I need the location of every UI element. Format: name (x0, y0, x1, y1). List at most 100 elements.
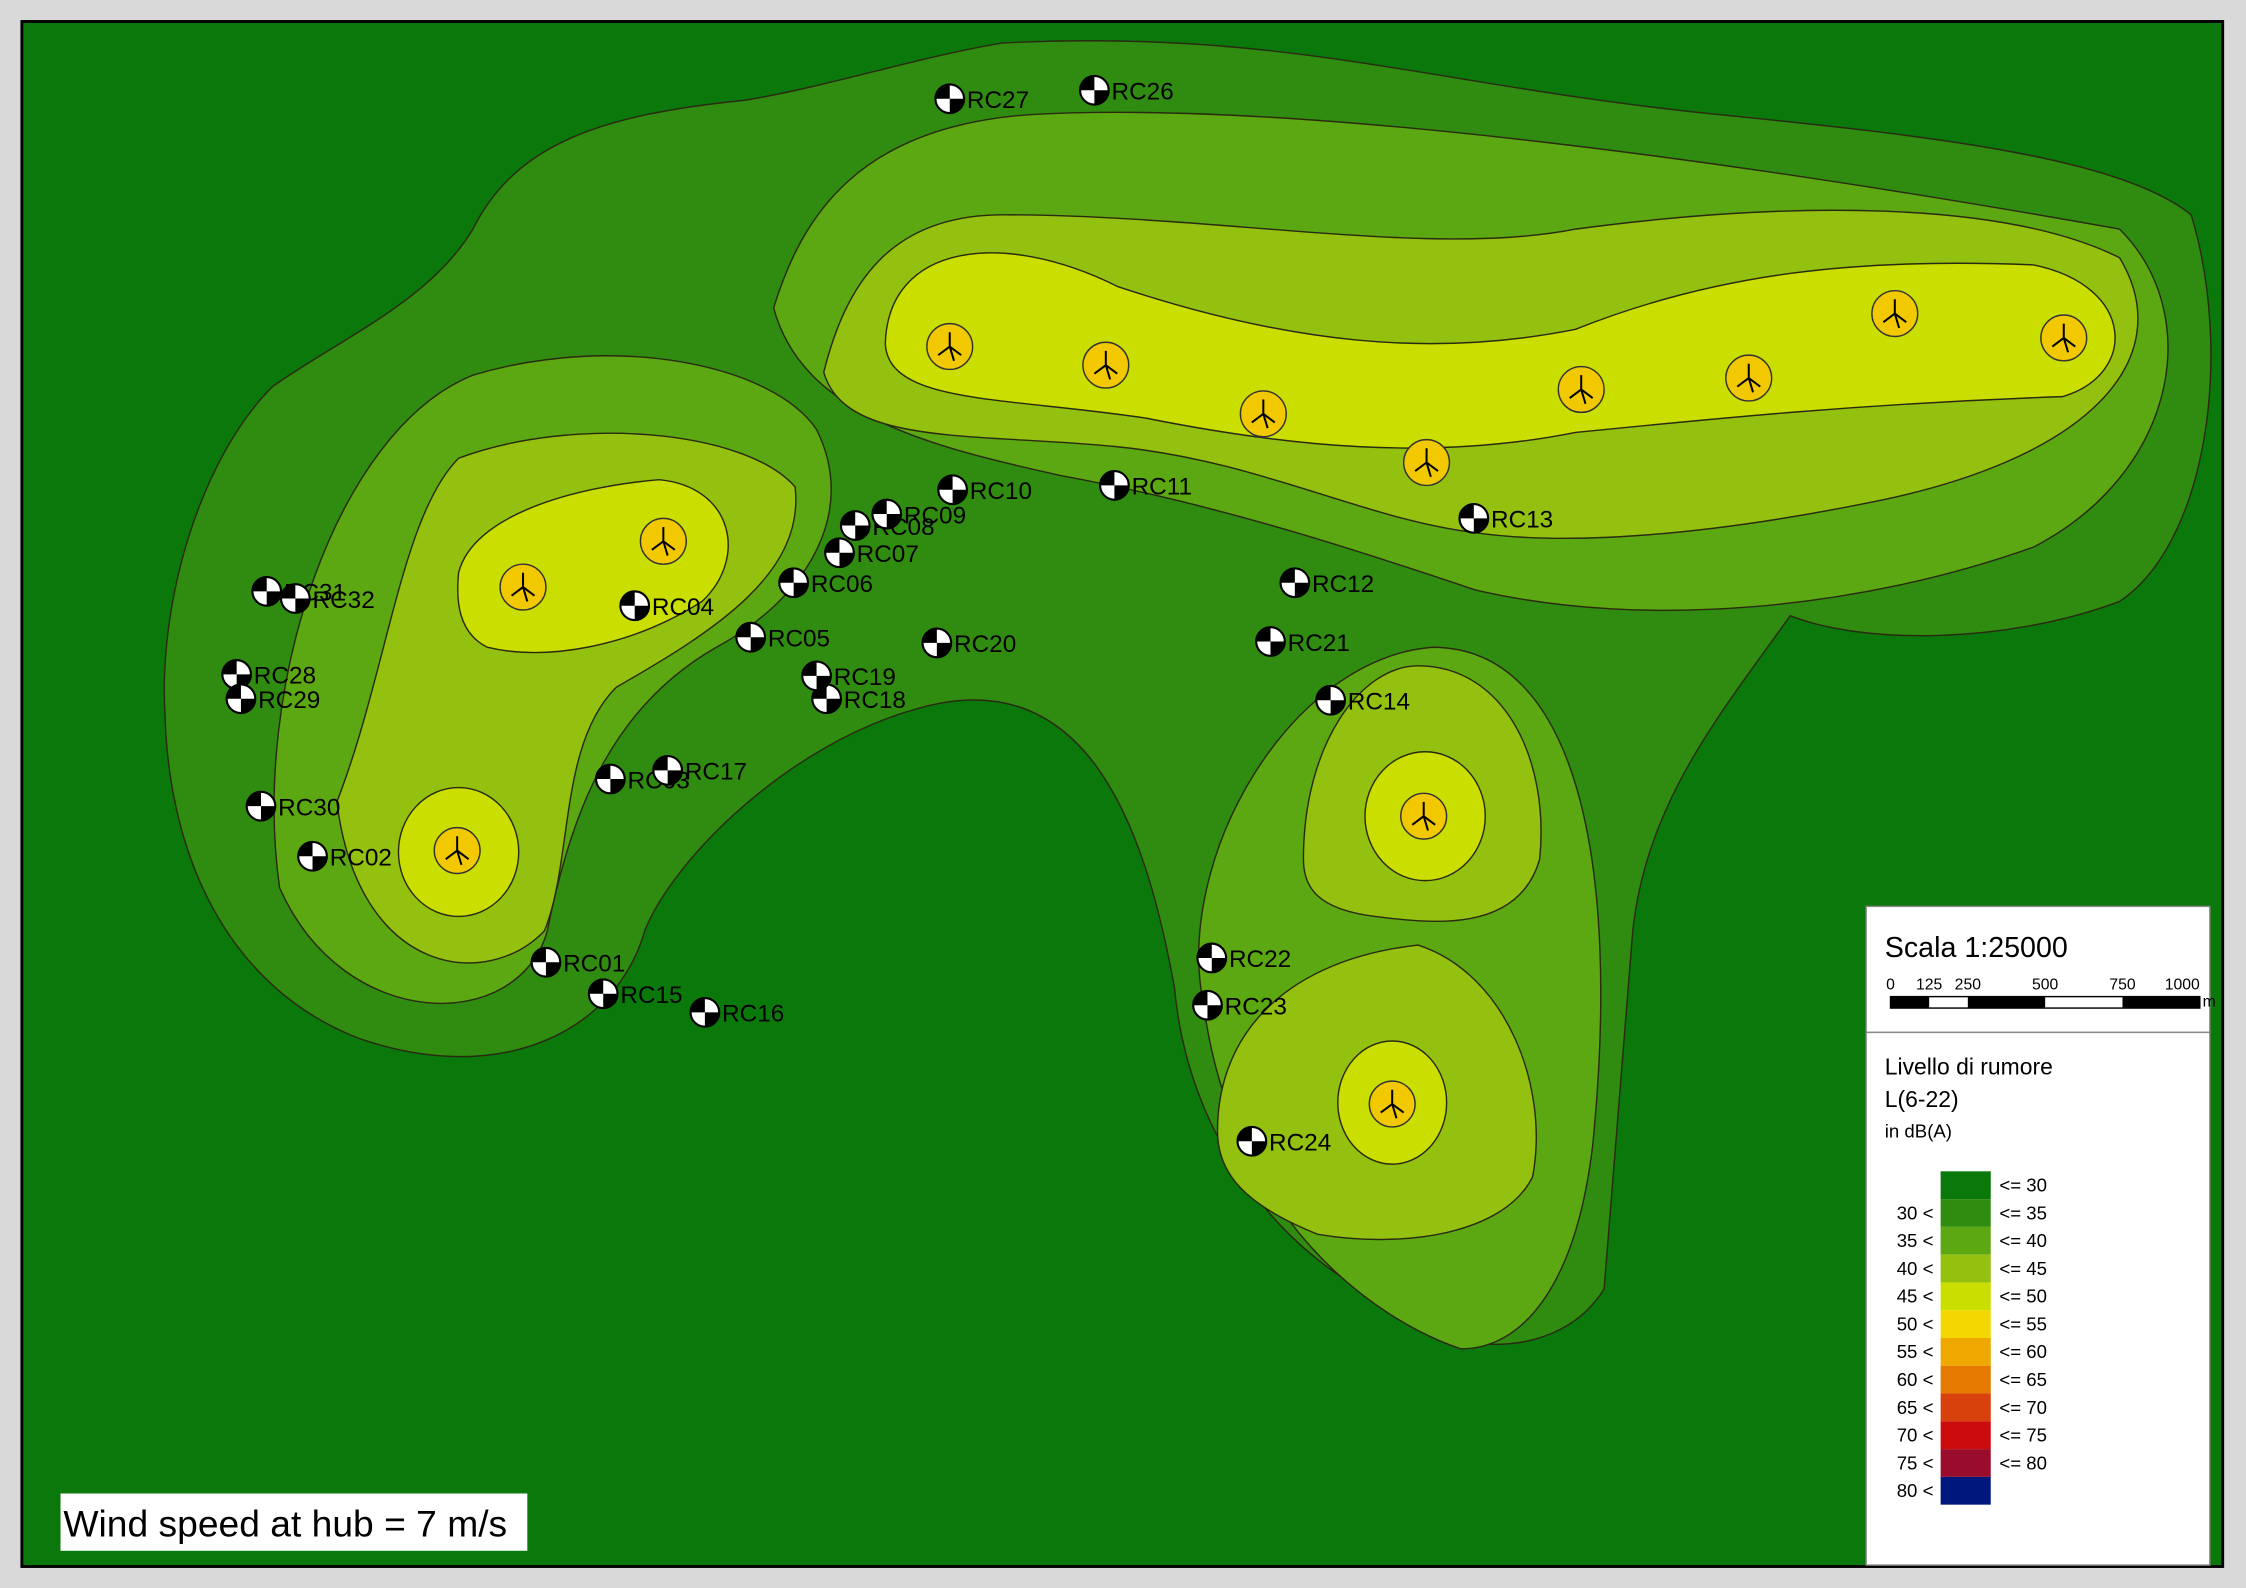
receptor-label: RC20 (954, 631, 1016, 658)
receptor-quadrant (653, 756, 668, 771)
turbine (937, 332, 962, 362)
receptor-quadrant (667, 770, 682, 785)
turbine (1569, 375, 1594, 405)
scale-segment (1967, 996, 2046, 1009)
receptor: RC26 (1078, 74, 1174, 106)
receptor-quadrant (1100, 471, 1115, 486)
legend-lower: 60 < (1897, 1369, 1934, 1390)
receptor: RC27 (934, 83, 1029, 115)
receptor-quadrant (260, 806, 276, 821)
legend-swatch (1940, 1226, 1991, 1255)
map-frame (20, 20, 2225, 1568)
wind-note: Wind speed at hub = 7 m/s (63, 1502, 507, 1544)
receptor-quadrant (246, 791, 261, 807)
receptor-quadrant (936, 642, 952, 658)
note-box (60, 1493, 528, 1551)
legend-upper: <= 65 (1999, 1369, 2047, 1390)
scale-tick-label: 125 (1916, 976, 1943, 993)
turbine (2051, 323, 2076, 353)
receptor-quadrant (240, 698, 256, 714)
receptor-quadrant (1193, 990, 1208, 1006)
legend-upper: <= 55 (1999, 1313, 2047, 1334)
receptor: RC29 (225, 683, 320, 715)
scale-tick-label: 750 (2109, 976, 2136, 993)
receptor-label: RC14 (1348, 688, 1410, 715)
receptor-quadrant (620, 591, 635, 606)
receptor-quadrant (938, 475, 953, 490)
legend-upper: <= 70 (1999, 1397, 2047, 1418)
receptor-label: RC05 (768, 625, 830, 652)
zone-50 (884, 252, 2116, 449)
receptor: RC17 (652, 754, 747, 786)
legend-lower: 45 < (1897, 1286, 1934, 1307)
receptor: RC07 (824, 537, 919, 569)
receptor-quadrant (855, 525, 870, 540)
receptor-quadrant (295, 598, 310, 613)
receptor-label: RC06 (811, 571, 873, 598)
receptor-quadrant (1237, 1126, 1252, 1142)
receptor-quadrant (312, 856, 327, 871)
receptor-quadrant (802, 661, 817, 676)
legend-upper: <= 35 (1999, 1202, 2047, 1223)
receptor-quadrant (825, 538, 840, 553)
legend-swatch (1940, 1393, 1991, 1422)
receptor: RC05 (735, 621, 830, 653)
receptor-label: RC15 (620, 982, 682, 1009)
receptor: RC09 (871, 498, 966, 530)
receptor-quadrant (736, 622, 751, 638)
receptor-quadrant (952, 489, 967, 505)
receptor: RC16 (689, 996, 784, 1028)
legend-swatch (1940, 1310, 1991, 1338)
receptor-quadrant (816, 675, 831, 691)
receptor-label: RC10 (970, 478, 1032, 505)
receptor-label: RC21 (1288, 630, 1350, 657)
legend-lower: 70 < (1897, 1425, 1934, 1446)
receptor-quadrant (1270, 641, 1285, 656)
receptor-quadrant (610, 778, 625, 794)
receptor-quadrant (1207, 1005, 1222, 1020)
receptor-quadrant (935, 84, 950, 99)
scale-tick-label: 0 (1886, 976, 1895, 993)
receptor-quadrant (596, 764, 611, 779)
legend-swatch (1940, 1254, 1991, 1283)
legend-swatch (1940, 1421, 1991, 1450)
receptor-quadrant (704, 1012, 720, 1027)
receptor-quadrant (839, 552, 854, 568)
legend-swatch (1940, 1282, 1991, 1311)
receptor-quadrant (1080, 75, 1095, 91)
legend-unit: in dB(A) (1885, 1121, 1952, 1142)
receptor: RC10 (937, 474, 1032, 506)
receptor-quadrant (1280, 568, 1295, 583)
receptor-label: RC01 (563, 951, 625, 978)
legend-upper: <= 60 (1999, 1341, 2047, 1362)
turbine (1093, 350, 1118, 380)
receptor-quadrant (1094, 90, 1109, 105)
receptor: RC02 (297, 840, 392, 872)
receptor-quadrant (281, 584, 296, 599)
legend-lower: 80 < (1897, 1480, 1934, 1501)
legend-lower: 50 < (1897, 1313, 1934, 1334)
receptor-quadrant (1473, 518, 1489, 533)
receptor-quadrant (872, 499, 887, 515)
turbine (445, 836, 470, 866)
legend-upper: <= 45 (1999, 1258, 2047, 1279)
receptor-quadrant (531, 947, 546, 963)
receptor-quadrant (1114, 485, 1129, 500)
receptor-label: RC23 (1225, 993, 1287, 1020)
receptors: RC01RC02RC03RC04RC05RC06RC07RC08RC09RC10… (221, 74, 1553, 1157)
receptor-label: RC07 (857, 541, 919, 568)
receptor-quadrant (750, 637, 766, 652)
legend-swatch (1940, 1199, 1991, 1227)
turbine (1736, 363, 1761, 393)
receptor: RC12 (1279, 567, 1374, 599)
legend-swatch (1940, 1337, 1991, 1366)
receptor-label: RC12 (1312, 571, 1374, 598)
receptor-label: RC27 (967, 87, 1029, 114)
receptor-quadrant (252, 577, 267, 592)
receptor-label: RC22 (1229, 946, 1291, 973)
receptor-label: RC18 (844, 687, 906, 714)
receptor-quadrant (603, 993, 618, 1009)
receptor-quadrant (1316, 685, 1331, 701)
legend-upper: <= 80 (1999, 1452, 2047, 1473)
legend-title: L(6-22) (1885, 1086, 1959, 1112)
